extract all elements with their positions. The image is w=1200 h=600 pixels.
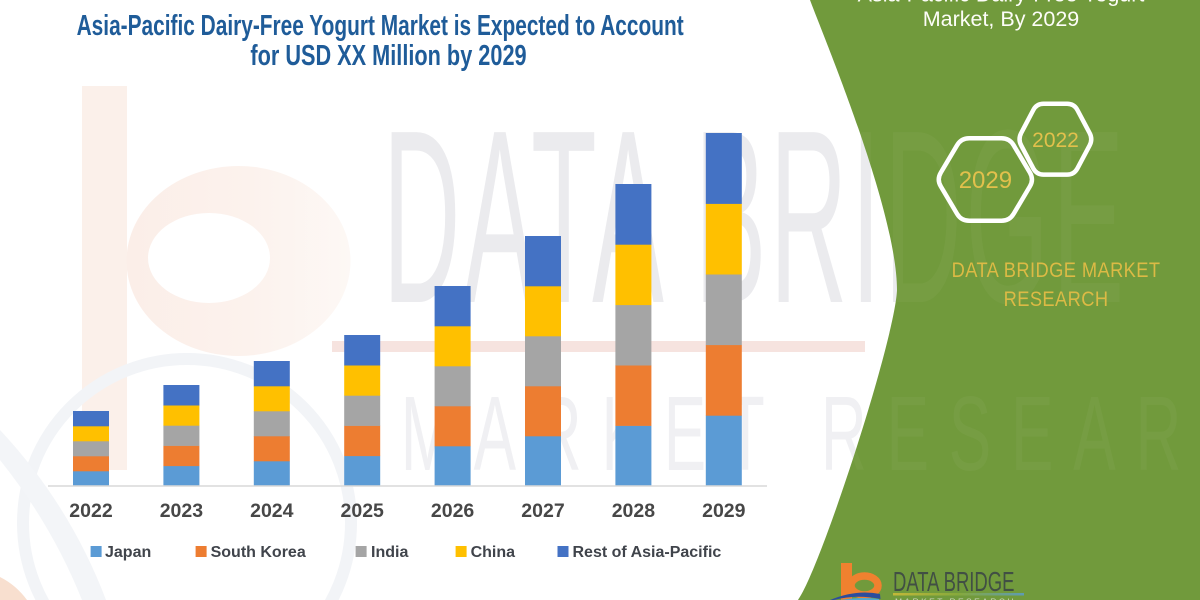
svg-text:Asia-Pacific Dairy-Free Yogurt: Asia-Pacific Dairy-Free Yogurt Market is…	[77, 10, 685, 42]
svg-text:Japan: Japan	[105, 544, 151, 561]
svg-text:Market, By 2029: Market, By 2029	[923, 7, 1080, 31]
svg-text:India: India	[371, 544, 408, 561]
svg-text:MARKET RESEARCH: MARKET RESEARCH	[895, 597, 1016, 600]
svg-text:2022: 2022	[1032, 129, 1079, 152]
svg-text:Asia-Pacific Dairy-Free Yogurt: Asia-Pacific Dairy-Free Yogurt	[858, 0, 1145, 7]
svg-text:2029: 2029	[959, 167, 1012, 194]
svg-text:2027: 2027	[521, 500, 564, 522]
svg-text:MARKET RESEARCH: MARKET RESEARCH	[401, 374, 1200, 493]
svg-text:2023: 2023	[160, 500, 204, 522]
svg-text:DATA BRIDGE: DATA BRIDGE	[893, 567, 1015, 598]
svg-text:RESEARCH: RESEARCH	[1004, 288, 1109, 312]
svg-text:2029: 2029	[702, 500, 746, 522]
svg-text:DATA BRIDGE MARKET: DATA BRIDGE MARKET	[952, 259, 1161, 283]
svg-text:Rest of Asia-Pacific: Rest of Asia-Pacific	[573, 544, 722, 561]
svg-text:2024: 2024	[250, 500, 294, 522]
svg-text:for USD XX Million by 2029: for USD XX Million by 2029	[250, 40, 526, 72]
svg-text:China: China	[471, 544, 516, 561]
svg-text:South Korea: South Korea	[211, 544, 306, 561]
svg-text:2025: 2025	[341, 500, 385, 522]
svg-text:2026: 2026	[431, 500, 475, 522]
svg-text:2022: 2022	[69, 500, 113, 522]
svg-text:2028: 2028	[612, 500, 656, 522]
svg-text:DATA BRIDGE: DATA BRIDGE	[383, 80, 1128, 355]
